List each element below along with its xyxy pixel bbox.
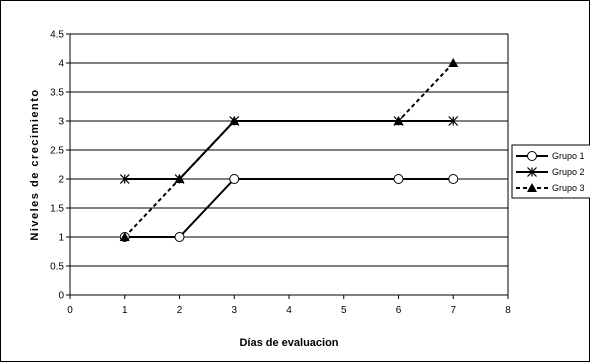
data-point xyxy=(448,174,459,184)
legend: Grupo 1 Grupo 2 Grupo 3 xyxy=(511,144,590,199)
data-point xyxy=(119,232,130,241)
legend-label: Grupo 3 xyxy=(552,183,585,193)
data-point xyxy=(119,174,130,184)
series xyxy=(119,58,459,242)
x-tick-label: 3 xyxy=(231,305,237,316)
data-point xyxy=(448,116,459,126)
data-point xyxy=(393,116,404,125)
x-tick-label: 1 xyxy=(122,305,128,316)
data-point xyxy=(448,58,459,67)
x-tick-label: 4 xyxy=(286,305,292,316)
data-point xyxy=(393,174,404,184)
y-tick-label: 2 xyxy=(58,175,64,186)
x-tick-label: 5 xyxy=(341,305,347,316)
x-tick-label: 0 xyxy=(67,305,73,316)
y-axis-title: Niveles de crecimiento xyxy=(29,88,41,240)
y-tick-label: 1.5 xyxy=(50,204,64,215)
legend-marker xyxy=(527,167,537,177)
data-point xyxy=(174,174,185,183)
legend-item: Grupo 3 xyxy=(516,183,585,193)
data-point xyxy=(229,174,240,184)
series-markers xyxy=(119,58,459,241)
x-tick-label: 6 xyxy=(396,305,402,316)
data-point xyxy=(229,116,240,125)
legend-marker xyxy=(527,151,537,161)
y-tick-label: 0.5 xyxy=(50,262,64,273)
series-group xyxy=(124,62,454,238)
x-tick-label: 2 xyxy=(177,305,183,316)
y-tick-label: 4.5 xyxy=(50,30,64,41)
y-tick-label: 3 xyxy=(58,117,64,128)
y-tick-label: 3.5 xyxy=(50,88,64,99)
y-tick-label: 1 xyxy=(58,233,64,244)
axes: 0 0.5 1 1.5 2 2.5 3 3.5 4 4.5 0 1 2 3 4 5 6 7 8 xyxy=(50,30,511,317)
legend-item: Grupo 1 xyxy=(516,151,585,161)
y-tick-label: 4 xyxy=(58,59,64,70)
y-tick-label: 2.5 xyxy=(50,146,64,157)
x-axis-title: Días de evaluacion xyxy=(239,337,338,349)
x-tick-label: 7 xyxy=(450,305,456,316)
series-line xyxy=(124,62,454,238)
legend-label: Grupo 1 xyxy=(552,151,585,161)
data-point xyxy=(174,232,185,242)
x-tick-label: 8 xyxy=(505,305,511,316)
legend-marker xyxy=(527,183,537,192)
legend-item: Grupo 2 xyxy=(516,167,585,177)
y-tick-label: 0 xyxy=(58,291,64,302)
legend-label: Grupo 2 xyxy=(552,167,585,177)
